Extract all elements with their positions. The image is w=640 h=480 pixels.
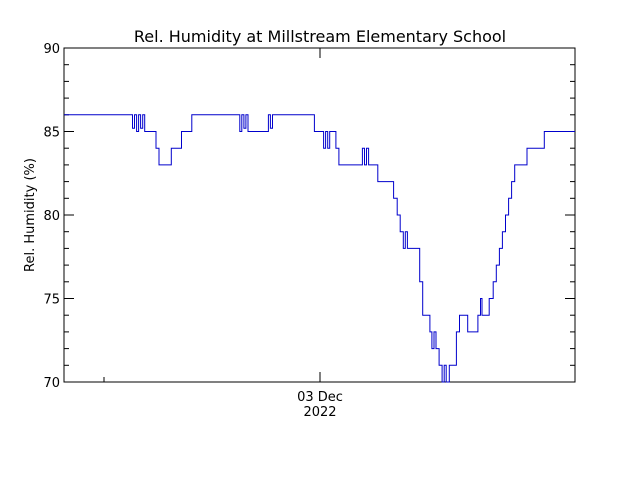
x-axis: 03 Dec 2022 bbox=[103, 48, 343, 420]
y-axis-label: Rel. Humidity (%) bbox=[23, 158, 38, 272]
y-axis: 70 75 80 85 90 bbox=[43, 42, 575, 391]
humidity-series-line bbox=[64, 114, 575, 383]
y-tick-label: 90 bbox=[43, 42, 60, 57]
x-tick-label-date: 03 Dec bbox=[297, 390, 343, 405]
x-tick-label-year: 2022 bbox=[303, 405, 336, 420]
y-tick-label: 70 bbox=[43, 376, 60, 391]
plot-frame bbox=[63, 47, 576, 383]
chart-title: Rel. Humidity at Millstream Elementary S… bbox=[134, 27, 506, 46]
y-tick-label: 85 bbox=[43, 126, 60, 141]
y-tick-label: 80 bbox=[43, 209, 60, 224]
y-tick-label: 75 bbox=[43, 293, 60, 308]
